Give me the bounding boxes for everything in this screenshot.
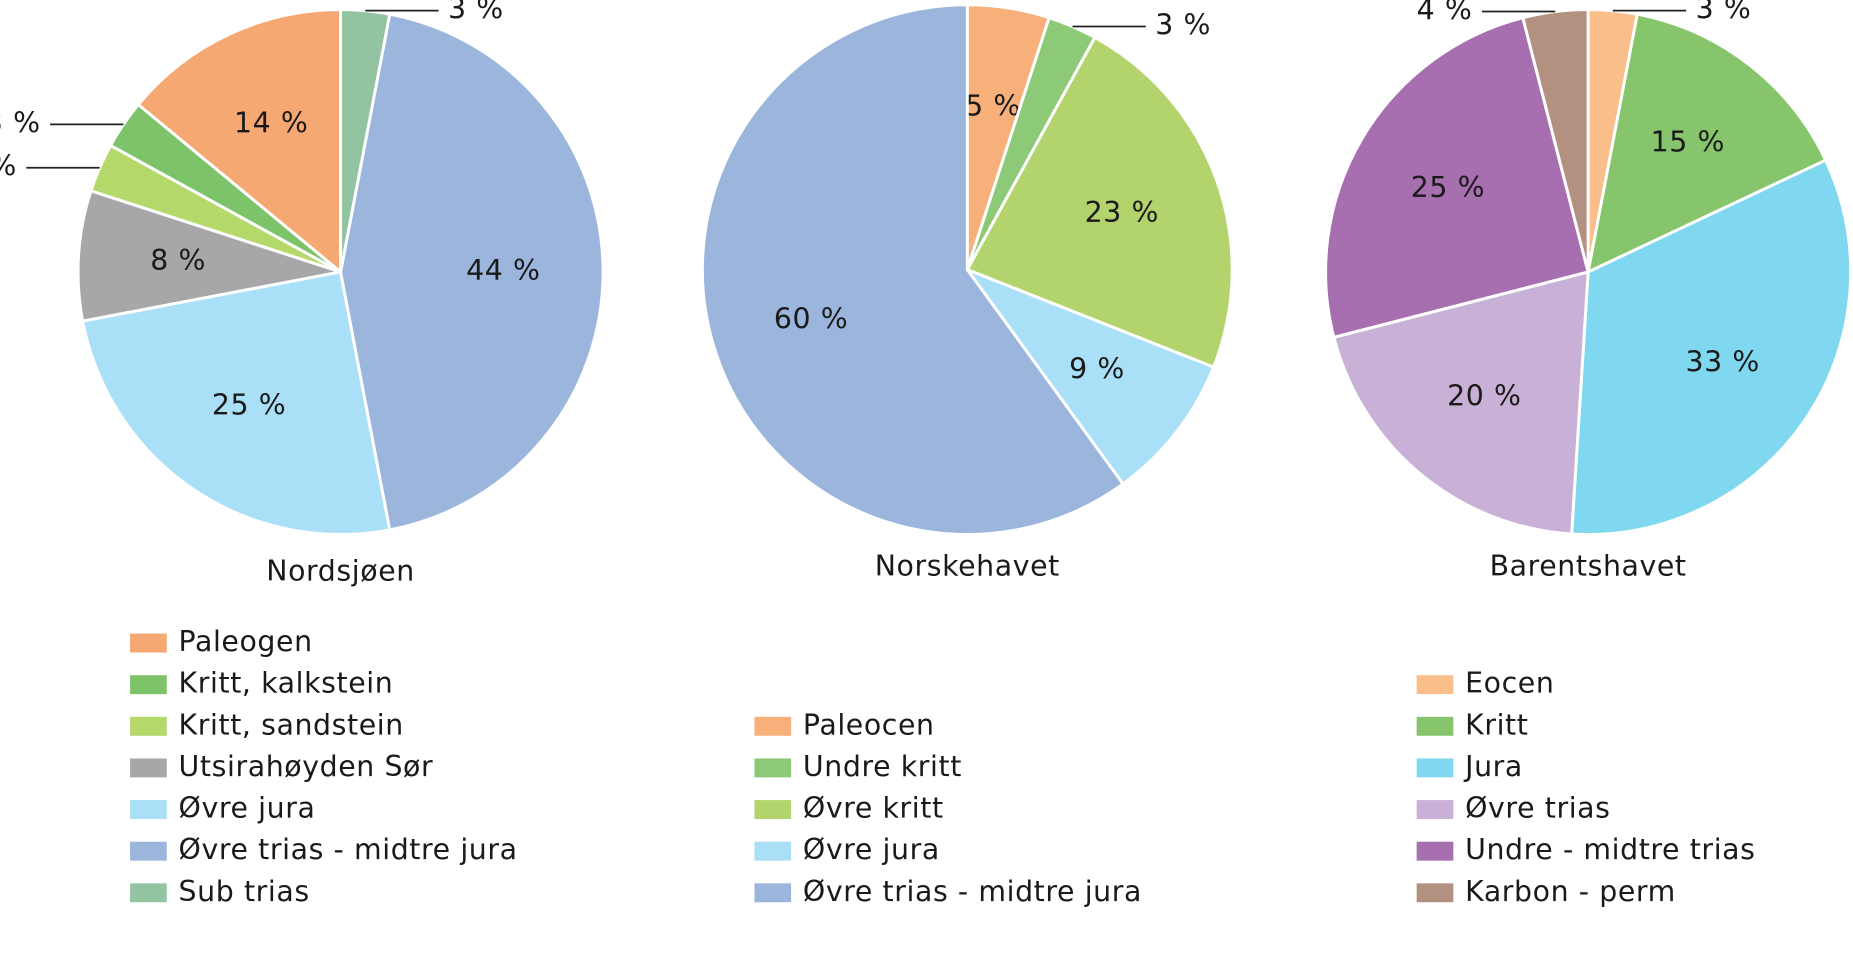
data-label: 4 % [1417, 0, 1473, 27]
legend-swatch [1416, 841, 1454, 861]
data-label: 15 % [1651, 125, 1725, 158]
legend-swatch [754, 841, 792, 861]
data-label: 3 % [448, 0, 504, 26]
pie-slice [136, 7, 343, 276]
legend-label: Øvre trias [1465, 792, 1610, 825]
data-label: 44 % [466, 254, 540, 287]
legend-label: Undre kritt [803, 750, 962, 783]
legend-swatch [1416, 883, 1454, 903]
data-label: 23 % [1085, 196, 1159, 229]
data-label: 60 % [774, 302, 848, 335]
data-label: 25 % [1411, 171, 1485, 204]
legend-label: Eocen [1465, 667, 1554, 700]
pie-slice [1570, 158, 1853, 536]
legend-swatch [130, 758, 167, 778]
legend-swatch [130, 800, 167, 820]
pie-slice [1521, 7, 1590, 273]
legend-label: Sub trias [179, 875, 310, 908]
pie-slice [700, 3, 1126, 536]
legend-label: Øvre trias - midtre jura [803, 875, 1142, 908]
legend-swatch [754, 800, 792, 820]
legend-swatch [1416, 675, 1454, 695]
data-label: 14 % [234, 107, 308, 140]
pie-slice [1332, 270, 1590, 536]
legend-label: Kritt [1465, 708, 1528, 741]
chart-title: Nordsjøen [266, 554, 415, 587]
legend-swatch [130, 841, 167, 861]
data-label: 3 % [0, 150, 17, 183]
data-label: 9 % [1069, 352, 1125, 385]
data-label: 3 % [1696, 0, 1752, 26]
chart-title: Norskehavet [875, 550, 1060, 583]
legend-swatch [754, 716, 792, 736]
data-label: 3 % [1155, 9, 1211, 42]
legend-label: Karbon - perm [1465, 875, 1676, 908]
data-label: 5 % [965, 89, 1021, 122]
legend-label: Øvre kritt [803, 792, 944, 825]
data-label: 25 % [212, 389, 286, 422]
legend-label: Øvre trias - midtre jura [179, 833, 518, 866]
pie-slice [339, 12, 605, 532]
legend-label: Jura [1463, 750, 1523, 783]
legend-label: Utsirahøyden Sør [179, 750, 434, 783]
pie-slice [965, 35, 1234, 370]
pie-slice [1324, 15, 1590, 340]
pie-slice [1586, 12, 1828, 275]
pie-slice [963, 266, 1216, 486]
legend-swatch [754, 883, 792, 903]
pie-slice [80, 270, 392, 536]
data-label: 20 % [1447, 379, 1521, 412]
legend-label: Paleocen [803, 708, 935, 741]
legend-swatch [1416, 758, 1454, 778]
legend-label: Øvre jura [179, 792, 316, 825]
legend-swatch [1416, 800, 1454, 820]
data-label: 8 % [150, 244, 206, 277]
legend-label: Kritt, kalkstein [179, 667, 394, 700]
legend-label: Undre - midtre trias [1465, 833, 1755, 866]
legend-label: Øvre jura [803, 833, 940, 866]
legend-swatch [130, 675, 167, 695]
chart-title: Barentshavet [1490, 550, 1687, 583]
data-label: 3 % [0, 106, 41, 139]
legend-swatch [130, 716, 167, 736]
legend-swatch [130, 883, 167, 903]
legend-label: Paleogen [179, 625, 313, 658]
legend-swatch [754, 758, 792, 778]
legend-swatch [130, 633, 167, 653]
data-label: 33 % [1686, 345, 1760, 378]
legend-label: Kritt, sandstein [179, 708, 404, 741]
pie-slice [76, 188, 342, 323]
legend-swatch [1416, 716, 1454, 736]
